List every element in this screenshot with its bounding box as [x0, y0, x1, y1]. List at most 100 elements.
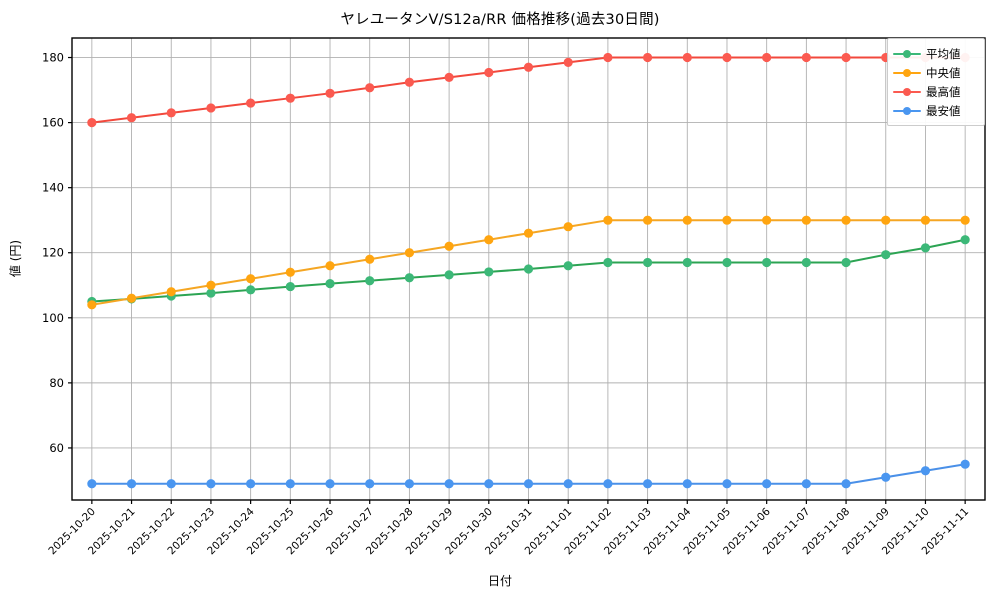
chart-title: ヤレユータンV/S12a/RR 価格推移(過去30日間)	[340, 12, 660, 28]
series-marker-最高値	[523, 62, 534, 72]
series-marker-平均値	[246, 285, 256, 295]
legend-item[interactable]: 最安値	[893, 101, 978, 120]
series-marker-最安値	[960, 459, 970, 469]
series-marker-中央値	[762, 215, 772, 225]
series-marker-中央値	[126, 293, 137, 303]
series-marker-最安値	[603, 479, 613, 489]
series-marker-最高値	[166, 108, 176, 118]
series-marker-最安値	[801, 479, 811, 489]
series-marker-中央値	[960, 215, 970, 225]
axes-layer	[68, 37, 986, 504]
legend-swatch-icon	[893, 48, 921, 60]
series-marker-中央値	[881, 215, 891, 225]
legend-item[interactable]: 中央値	[893, 63, 978, 82]
series-marker-中央値	[484, 235, 494, 245]
y-tick-label: 80	[49, 376, 64, 390]
legend-swatch-icon	[893, 67, 921, 79]
tick-labels-layer: 60801001201401601802025-10-202025-10-212…	[42, 51, 971, 558]
y-tick-label: 160	[42, 116, 64, 130]
series-marker-最高値	[682, 52, 692, 63]
legend-label: 最安値	[926, 103, 961, 118]
y-tick-label: 60	[49, 441, 64, 455]
series-marker-最高値	[563, 57, 573, 68]
series-marker-最安値	[523, 479, 534, 489]
series-marker-平均値	[960, 235, 970, 245]
series-marker-最高値	[642, 52, 653, 63]
series-marker-中央値	[444, 241, 454, 251]
series-marker-中央値	[285, 267, 295, 277]
y-tick-label: 100	[42, 311, 64, 325]
series-marker-平均値	[206, 288, 216, 298]
series-marker-最高値	[484, 67, 494, 78]
series-marker-最高値	[246, 98, 256, 108]
series-marker-平均値	[563, 261, 573, 271]
series-marker-平均値	[682, 257, 692, 268]
series-marker-最安値	[444, 479, 454, 489]
series-marker-最高値	[404, 77, 415, 87]
y-tick-label: 140	[42, 181, 64, 195]
series-marker-最安値	[325, 479, 335, 489]
series-marker-最高値	[325, 88, 335, 98]
data-series-layer	[87, 52, 970, 489]
series-marker-平均値	[444, 270, 454, 280]
series-marker-中央値	[87, 300, 97, 310]
series-marker-平均値	[881, 250, 891, 260]
series-marker-最安値	[722, 479, 732, 489]
series-marker-最安値	[682, 479, 692, 489]
series-marker-中央値	[801, 215, 811, 225]
legend-label: 平均値	[926, 46, 961, 61]
series-marker-最安値	[166, 479, 176, 489]
series-marker-平均値	[285, 281, 295, 292]
series-marker-中央値	[722, 215, 732, 225]
series-marker-最安値	[126, 479, 137, 489]
series-marker-平均値	[365, 276, 375, 286]
series-marker-最高値	[285, 93, 295, 103]
series-marker-中央値	[603, 215, 613, 225]
series-marker-平均値	[523, 264, 534, 274]
series-marker-最安値	[246, 479, 256, 489]
y-tick-label: 180	[42, 51, 64, 65]
legend-label: 中央値	[926, 65, 961, 80]
series-marker-最安値	[484, 479, 494, 489]
series-marker-平均値	[325, 279, 335, 289]
series-marker-最高値	[206, 103, 216, 113]
series-marker-中央値	[166, 287, 176, 297]
legend-item[interactable]: 平均値	[893, 44, 978, 63]
series-marker-平均値	[841, 257, 851, 268]
series-marker-最高値	[365, 83, 375, 93]
series-marker-中央値	[563, 222, 573, 232]
series-marker-最安値	[920, 466, 931, 476]
series-marker-最高値	[762, 52, 772, 63]
series-marker-最高値	[841, 52, 851, 63]
series-marker-最高値	[126, 113, 137, 123]
series-marker-中央値	[841, 215, 851, 225]
series-marker-中央値	[682, 215, 692, 225]
legend-item[interactable]: 最高値	[893, 82, 978, 101]
series-marker-平均値	[801, 257, 811, 268]
series-marker-最安値	[563, 479, 573, 489]
series-marker-平均値	[603, 257, 613, 268]
series-marker-最高値	[87, 117, 97, 128]
series-marker-最安値	[881, 472, 891, 482]
chart-legend: 平均値中央値最高値最安値	[887, 38, 985, 126]
series-marker-平均値	[642, 257, 653, 268]
y-tick-label: 120	[42, 246, 64, 260]
series-marker-最安値	[87, 479, 97, 489]
series-marker-最安値	[365, 479, 375, 489]
series-marker-最安値	[404, 479, 415, 489]
legend-swatch-icon	[893, 105, 921, 117]
series-marker-最高値	[722, 52, 732, 63]
series-marker-最高値	[444, 72, 454, 82]
series-marker-最安値	[642, 479, 653, 489]
series-marker-中央値	[523, 228, 534, 238]
y-axis-label: 値 (円)	[8, 239, 23, 278]
series-marker-中央値	[206, 280, 216, 290]
series-marker-最安値	[841, 479, 851, 489]
series-marker-最安値	[206, 479, 216, 489]
series-marker-中央値	[642, 215, 653, 225]
series-marker-平均値	[404, 273, 415, 283]
legend-swatch-icon	[893, 86, 921, 98]
series-marker-平均値	[920, 243, 931, 253]
